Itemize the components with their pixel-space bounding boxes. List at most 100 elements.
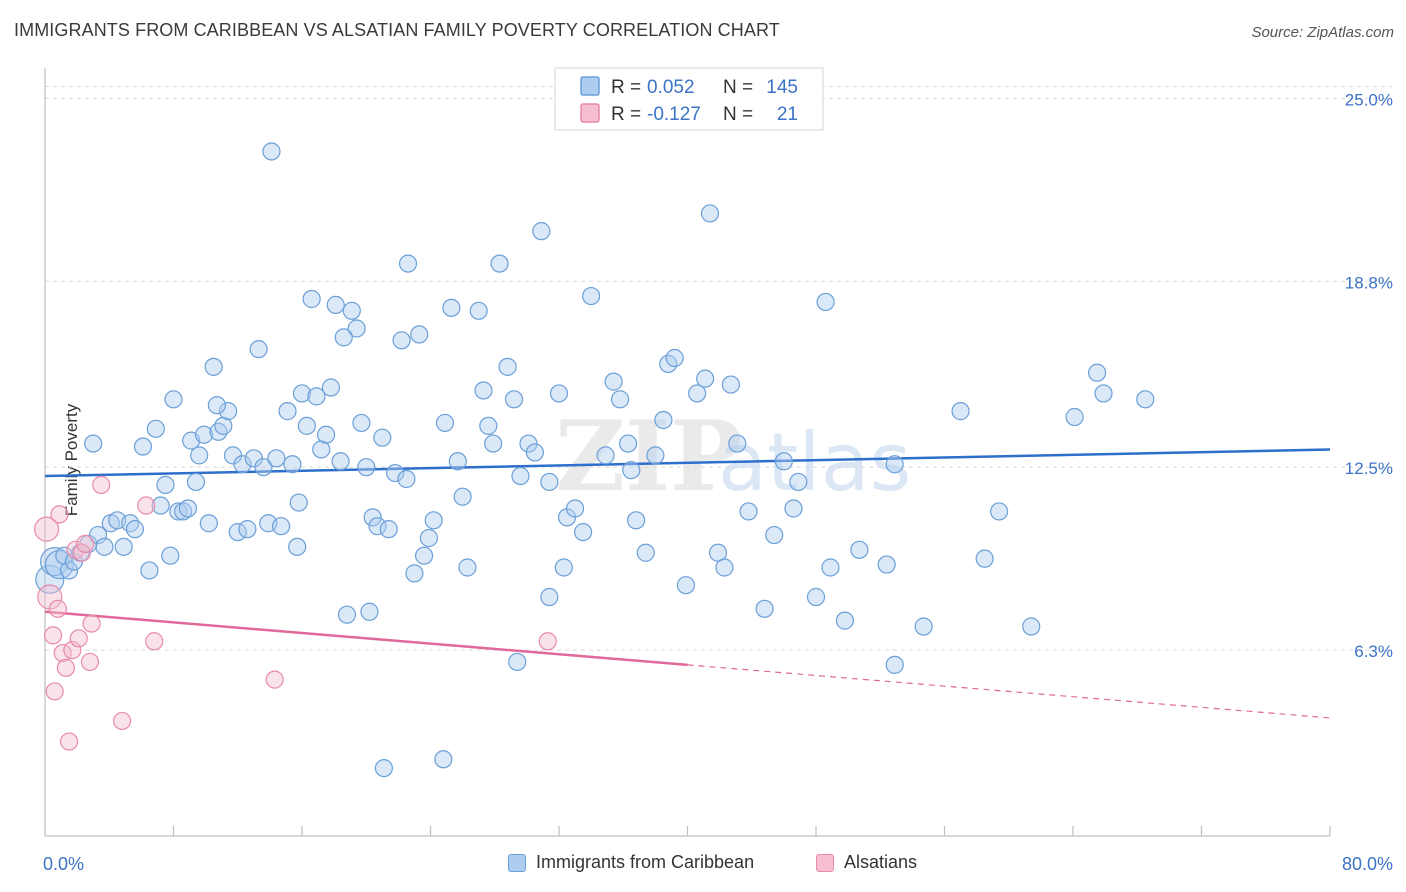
- point-caribbean: [636, 543, 655, 562]
- legend-label-caribbean: Immigrants from Caribbean: [536, 852, 755, 872]
- point-caribbean: [397, 469, 416, 489]
- point-caribbean: [554, 558, 573, 577]
- stats-text: R =: [611, 104, 641, 125]
- point-caribbean: [565, 499, 585, 518]
- point-caribbean: [914, 617, 933, 636]
- point-caribbean: [146, 419, 165, 438]
- point-caribbean: [885, 455, 904, 474]
- point-caribbean: [479, 416, 498, 435]
- point-caribbean: [178, 499, 198, 518]
- point-caribbean: [140, 561, 159, 580]
- point-caribbean: [368, 517, 387, 536]
- point-caribbean: [504, 390, 524, 409]
- point-caribbean: [363, 508, 382, 527]
- point-caribbean: [164, 390, 183, 409]
- point-caribbean: [357, 458, 376, 477]
- point-caribbean: [161, 546, 180, 565]
- x-tick-label-min: 0.0%: [43, 854, 84, 874]
- point-alsatian: [137, 496, 156, 515]
- point-caribbean: [490, 254, 509, 273]
- point-caribbean: [84, 434, 103, 453]
- x-tick-label-max: 80.0%: [1342, 854, 1393, 874]
- point-caribbean: [278, 402, 297, 421]
- point-caribbean: [532, 222, 551, 241]
- point-caribbean: [316, 425, 336, 444]
- stats-text: -0.127: [647, 104, 701, 125]
- point-caribbean: [885, 655, 904, 674]
- point-caribbean: [199, 514, 218, 533]
- point-caribbean: [610, 390, 630, 409]
- point-caribbean: [774, 452, 793, 471]
- stats-text: R =: [611, 77, 641, 98]
- point-alsatian: [63, 641, 82, 660]
- point-caribbean: [434, 750, 453, 769]
- point-caribbean: [596, 446, 615, 465]
- legend-item-caribbean[interactable]: Immigrants from Caribbean: [508, 852, 754, 873]
- point-caribbean: [347, 319, 366, 338]
- point-caribbean: [209, 422, 228, 441]
- legend-swatch-alsatians: [816, 853, 834, 872]
- point-caribbean: [549, 384, 569, 403]
- point-caribbean: [267, 449, 286, 468]
- point-caribbean: [646, 446, 665, 465]
- point-caribbean: [1022, 617, 1041, 636]
- point-caribbean: [582, 286, 601, 306]
- point-caribbean: [214, 416, 233, 435]
- point-caribbean: [352, 413, 371, 433]
- point-alsatian: [43, 626, 63, 645]
- y-tick-label: 18.8%: [1345, 273, 1393, 292]
- stats-legend: R = 0.052 N = 145 R = -0.127 N = 21: [554, 67, 824, 131]
- point-caribbean: [272, 517, 291, 536]
- point-caribbean: [618, 434, 638, 453]
- point-caribbean: [283, 455, 302, 474]
- point-caribbean: [59, 561, 79, 580]
- point-caribbean: [392, 331, 411, 350]
- y-tick-label: 6.3%: [1354, 642, 1393, 661]
- point-caribbean: [696, 369, 715, 388]
- point-caribbean: [951, 402, 970, 421]
- point-caribbean: [525, 443, 545, 462]
- point-caribbean: [334, 328, 353, 347]
- trend-lines: [44, 448, 1331, 719]
- point-caribbean: [204, 357, 223, 376]
- trend-line-alsatians: [44, 610, 688, 667]
- point-caribbean: [626, 511, 646, 530]
- point-caribbean: [484, 434, 503, 453]
- point-caribbean: [1087, 363, 1107, 382]
- legend-swatch-caribbean: [508, 853, 526, 872]
- point-caribbean: [151, 496, 170, 515]
- point-caribbean: [190, 446, 209, 465]
- point-caribbean: [789, 472, 808, 492]
- point-caribbean: [975, 549, 994, 568]
- point-caribbean: [207, 396, 226, 415]
- point-caribbean: [174, 502, 193, 521]
- point-alsatian: [76, 534, 95, 553]
- point-alsatian: [56, 658, 75, 677]
- point-caribbean: [186, 472, 206, 492]
- point-caribbean: [194, 425, 214, 444]
- point-caribbean: [288, 537, 307, 556]
- point-caribbean: [331, 452, 350, 471]
- point-alsatian: [59, 732, 79, 751]
- point-caribbean: [35, 564, 65, 594]
- point-caribbean: [419, 528, 438, 548]
- point-caribbean: [326, 295, 345, 314]
- point-caribbean: [312, 440, 331, 459]
- point-caribbean: [337, 605, 357, 624]
- point-caribbean: [414, 546, 434, 565]
- point-caribbean: [453, 487, 472, 506]
- point-alsatian: [48, 599, 67, 618]
- point-caribbean: [850, 540, 869, 559]
- point-caribbean: [508, 652, 527, 672]
- stats-swatch: [580, 76, 600, 96]
- point-caribbean: [676, 576, 695, 595]
- stats-text: N =: [723, 104, 753, 125]
- point-alsatian: [145, 632, 164, 651]
- tick-labels: 6.3% 12.5% 18.8% 25.0% 0.0% 80.0%: [43, 90, 1393, 874]
- point-caribbean: [249, 340, 268, 359]
- point-caribbean: [95, 537, 114, 556]
- legend-item-alsatians[interactable]: Alsatians: [816, 852, 917, 873]
- point-caribbean: [665, 348, 684, 368]
- point-caribbean: [573, 522, 593, 542]
- point-caribbean: [398, 254, 418, 273]
